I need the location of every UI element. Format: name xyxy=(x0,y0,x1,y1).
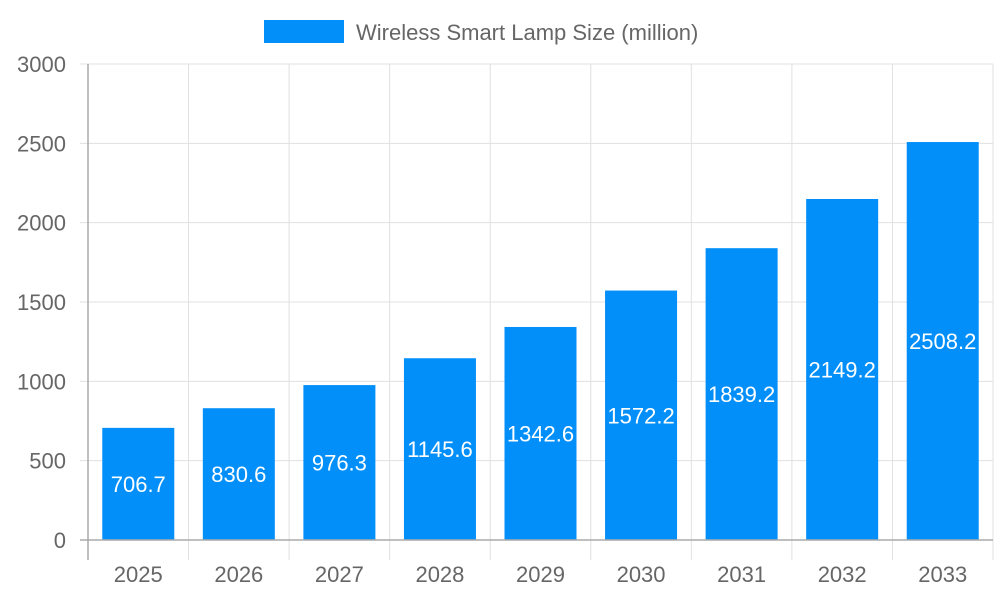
data-label: 1342.6 xyxy=(507,421,574,446)
legend[interactable]: Wireless Smart Lamp Size (million) xyxy=(264,20,698,45)
data-label: 1145.6 xyxy=(407,437,473,462)
y-tick-label: 1000 xyxy=(17,369,66,394)
y-tick-label: 500 xyxy=(29,449,66,474)
x-tick-label: 2027 xyxy=(315,562,364,587)
data-label: 1839.2 xyxy=(708,382,775,407)
data-label: 2508.2 xyxy=(909,329,976,354)
x-tick-label: 2029 xyxy=(516,562,565,587)
x-tick-label: 2028 xyxy=(415,562,464,587)
data-label: 976.3 xyxy=(312,451,367,476)
legend-label[interactable]: Wireless Smart Lamp Size (million) xyxy=(356,20,698,45)
data-label: 830.6 xyxy=(211,462,266,487)
bar-2026 xyxy=(202,408,275,540)
grid xyxy=(80,63,994,560)
bar-2031 xyxy=(705,248,778,540)
bar-2033 xyxy=(906,142,979,540)
y-tick-label: 2500 xyxy=(17,131,66,156)
y-tick-label: 0 xyxy=(54,528,66,553)
bar-2032 xyxy=(806,198,879,541)
bar-2025 xyxy=(102,427,175,540)
bars: 706.7 830.6 976.3 1145.6 1342.6 1572.2 1839.2 2… xyxy=(102,142,979,541)
x-tick-label: 2032 xyxy=(818,562,867,587)
y-tick-label: 3000 xyxy=(17,52,66,77)
x-tick-label: 2033 xyxy=(918,562,967,587)
bar-2027 xyxy=(303,385,376,540)
axes: 0 500 1000 1500 2000 2500 3000 2025 2026 2027 2028… xyxy=(17,52,993,587)
bar-2028 xyxy=(403,358,476,540)
y-tick-label: 2000 xyxy=(17,211,66,236)
x-tick-label: 2025 xyxy=(114,562,163,587)
x-tick-label: 2026 xyxy=(214,562,263,587)
data-label: 1572.2 xyxy=(607,403,674,428)
bar-2030 xyxy=(605,290,678,540)
y-tick-label: 1500 xyxy=(17,290,66,315)
x-tick-label: 2031 xyxy=(717,562,766,587)
data-label: 706.7 xyxy=(111,472,166,497)
x-tick-label: 2030 xyxy=(617,562,666,587)
data-label: 2149.2 xyxy=(809,357,876,382)
bar-2029 xyxy=(504,326,577,540)
legend-swatch[interactable] xyxy=(264,20,344,43)
